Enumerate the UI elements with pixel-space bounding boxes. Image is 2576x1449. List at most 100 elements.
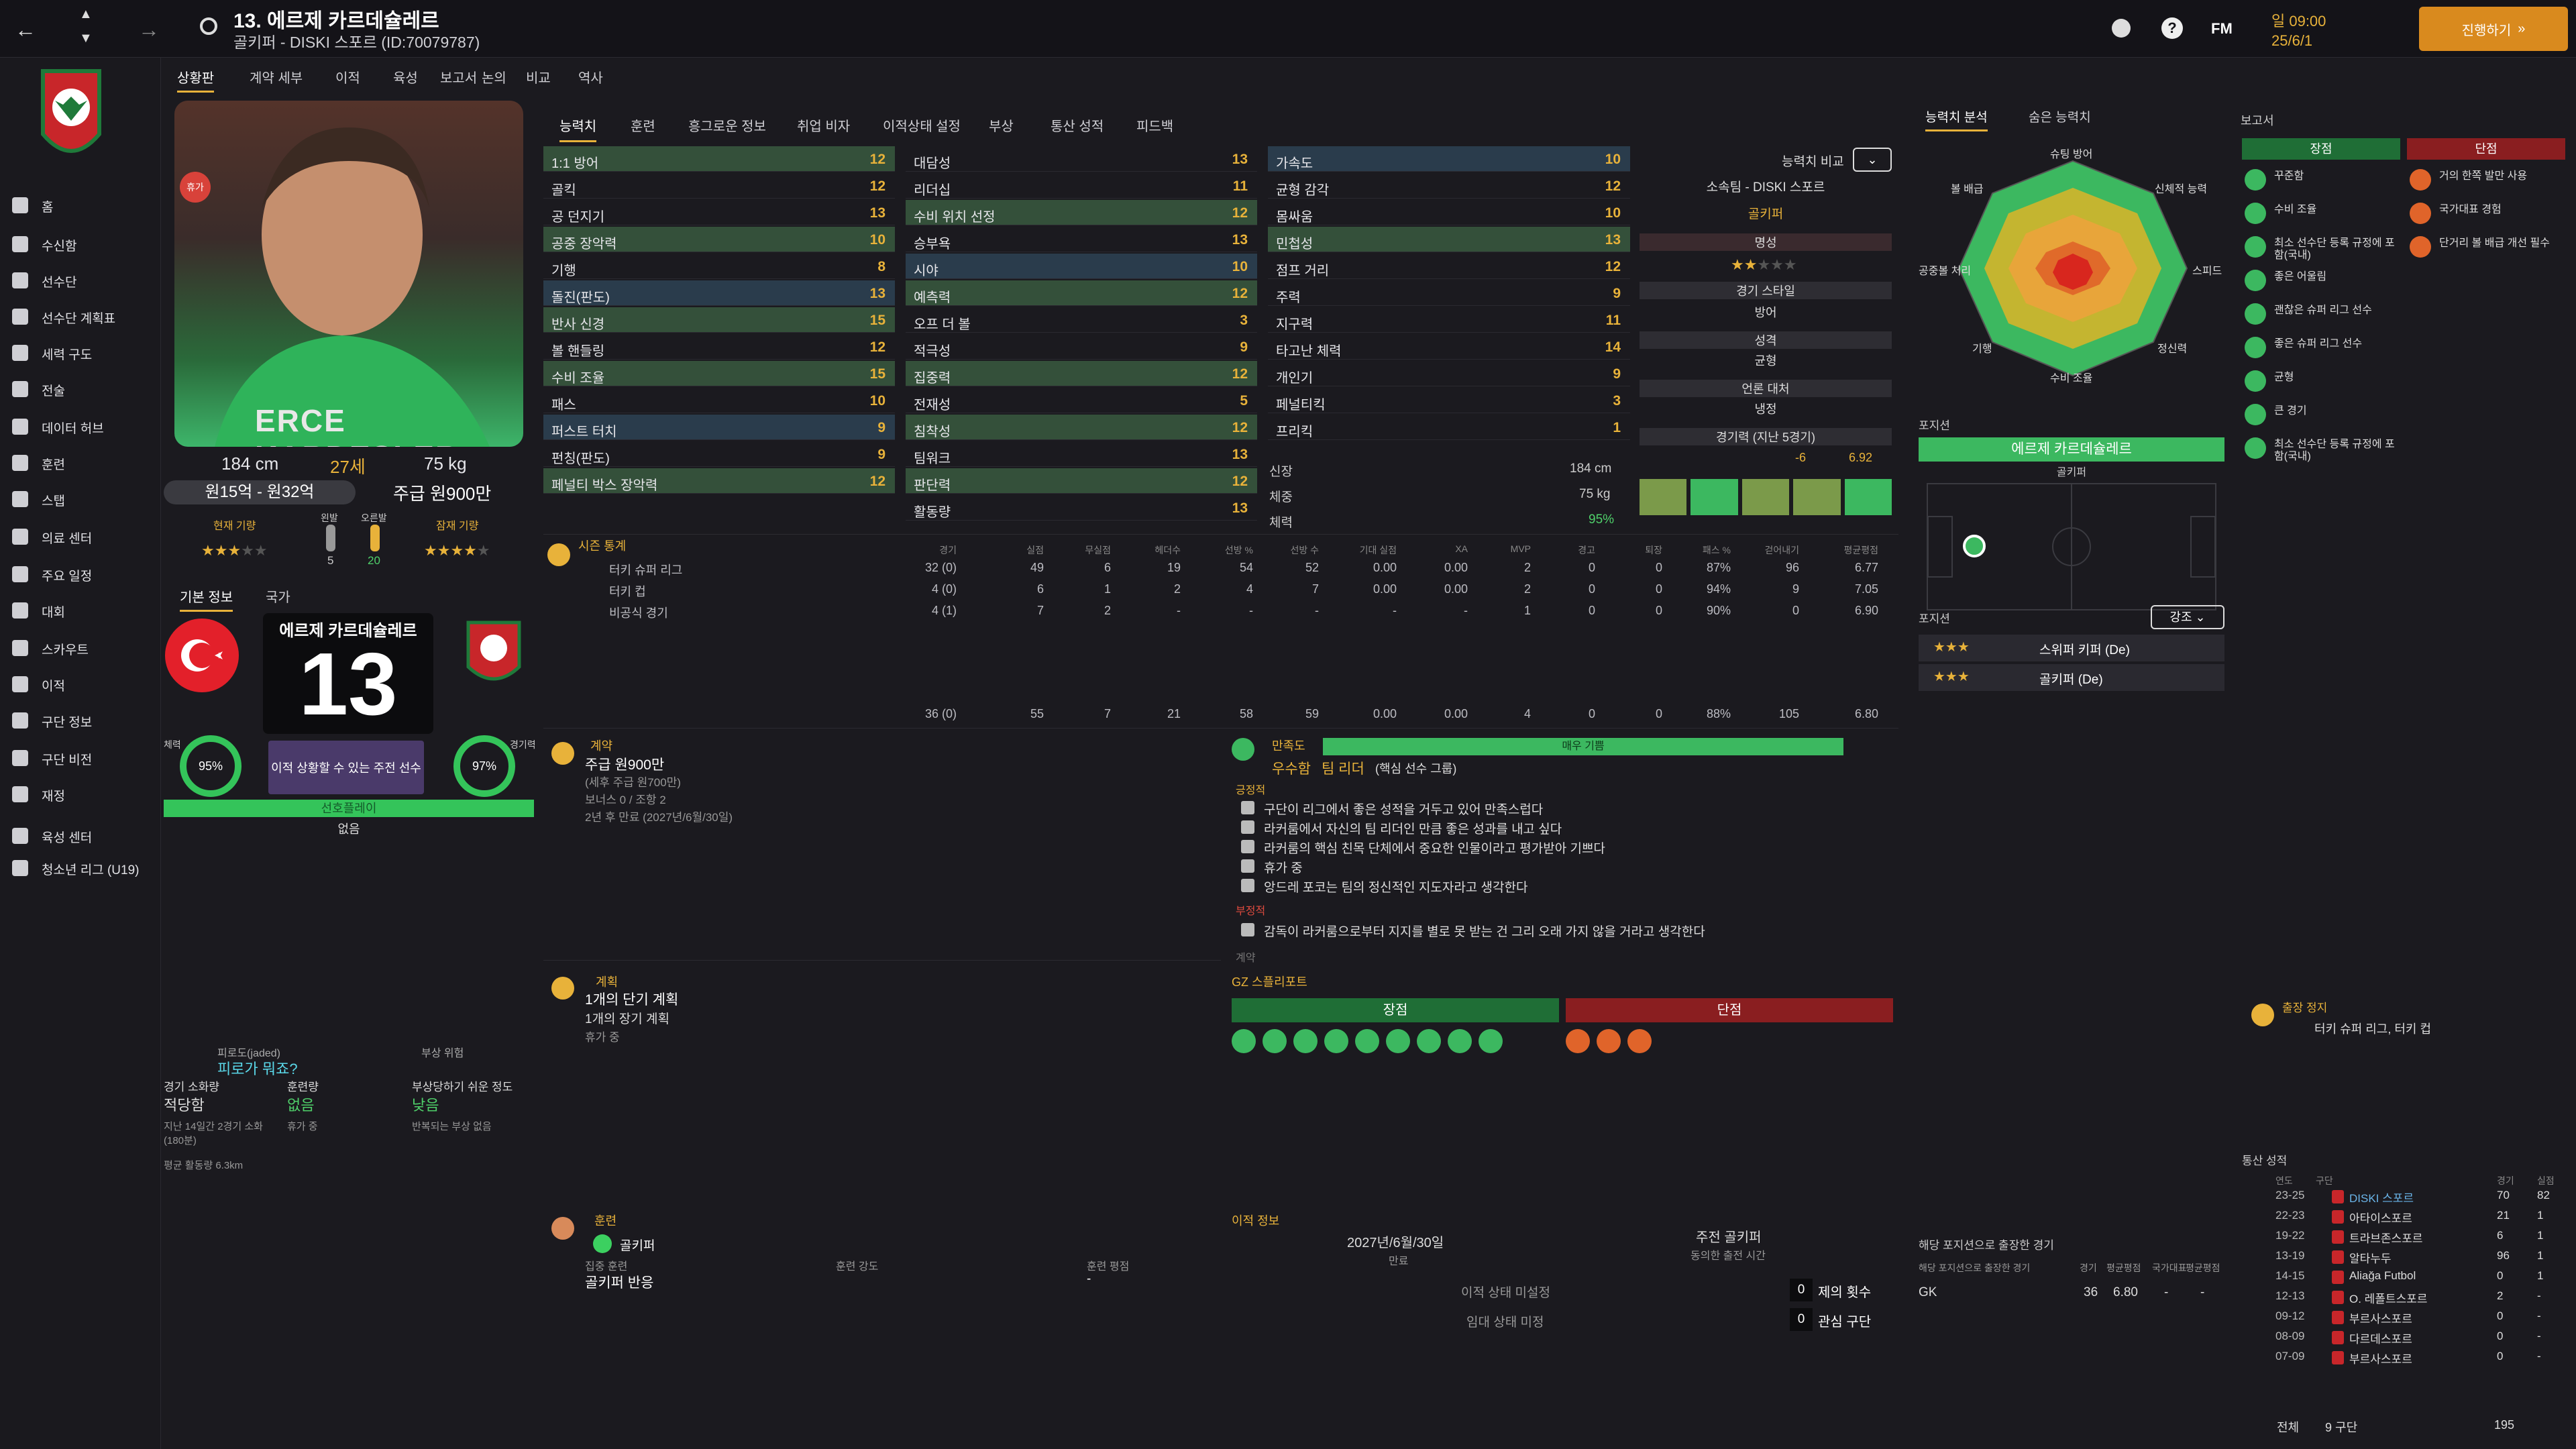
career-club[interactable]: 트라브존스포르 (2349, 1232, 2423, 1245)
report-pro-item[interactable]: 큰 경기 (2242, 400, 2403, 431)
subnav-item[interactable]: 계약 세부 (250, 71, 303, 86)
report-pro-item[interactable]: 최소 선수단 등록 규정에 포함(국내) (2242, 232, 2403, 263)
career-club[interactable]: 아타이스포르 (2349, 1212, 2412, 1225)
report-pro-item[interactable]: 좋은 어울림 (2242, 266, 2403, 297)
attribute-row[interactable]: 프리킥 1 (1268, 415, 1630, 440)
attribute-row[interactable]: 대담성 13 (906, 146, 1257, 172)
strength-trait-icon[interactable] (1479, 1029, 1503, 1053)
attribute-row[interactable]: 리더십 11 (906, 173, 1257, 199)
attribute-row[interactable]: 개인기 9 (1268, 361, 1630, 386)
main-tab[interactable]: 취업 비자 (797, 119, 851, 134)
attribute-row[interactable]: 민첩성 13 (1268, 227, 1630, 252)
career-club[interactable]: 부르사스포르 (2349, 1353, 2412, 1366)
career-club[interactable]: Aliağa Futbol (2349, 1269, 2416, 1282)
attribute-row[interactable]: 골킥 12 (543, 173, 895, 199)
report-pro-item[interactable]: 최소 선수단 등록 규정에 포함(국내) (2242, 433, 2403, 464)
contract-title[interactable]: 계약 (590, 739, 613, 753)
report-pro-item[interactable]: 균형 (2242, 366, 2403, 397)
sidebar-item-tactics[interactable]: 전술 (0, 373, 161, 404)
attribute-row[interactable]: 공중 장악력 10 (543, 227, 895, 252)
role-row[interactable]: ★★★ 골키퍼 (De) (1919, 664, 2224, 691)
sidebar-item-competitions[interactable]: 대회 (0, 594, 161, 625)
attribute-row[interactable]: 팀워크 13 (906, 441, 1257, 467)
tab-hidden-attributes[interactable]: 숨은 능력치 (2029, 111, 2091, 125)
attribute-row[interactable]: 페널티킥 3 (1268, 388, 1630, 413)
sidebar-item-data-hub[interactable]: 데이터 허브 (0, 411, 161, 441)
subnav-item[interactable]: 논의 (482, 71, 506, 86)
main-tab[interactable]: 피드백 (1136, 119, 1174, 134)
attribute-row[interactable]: 전재성 5 (906, 388, 1257, 413)
report-pro-item[interactable]: 괜찮은 슈퍼 리그 선수 (2242, 299, 2403, 330)
sidebar-item-staff[interactable]: 스탭 (0, 483, 161, 514)
training-title[interactable]: 훈련 (594, 1214, 617, 1228)
help-icon[interactable]: ? (2161, 17, 2183, 39)
transfer-title[interactable]: 이적 정보 (1232, 1214, 1280, 1228)
attribute-row[interactable]: 수비 위치 선정 12 (906, 200, 1257, 225)
main-tab[interactable]: 이적상태 설정 (883, 119, 961, 134)
main-tab[interactable]: 흥그로운 정보 (688, 119, 766, 134)
attribute-row[interactable]: 오프 더 볼 3 (906, 307, 1257, 333)
subnav-item[interactable]: 상황판 (177, 67, 215, 93)
main-tab[interactable]: 훈련 (631, 119, 655, 134)
tab-nation[interactable]: 국가 (266, 590, 290, 605)
sidebar-item-schedule[interactable]: 주요 일정 (0, 558, 161, 589)
strength-trait-icon[interactable] (1232, 1029, 1256, 1053)
attribute-row[interactable]: 승부욕 13 (906, 227, 1257, 252)
attribute-row[interactable]: 집중력 12 (906, 361, 1257, 386)
report-con-item[interactable]: 국가대표 경험 (2407, 199, 2568, 229)
subnav-item[interactable]: 비교 (526, 71, 551, 86)
attribute-row[interactable]: 예측력 12 (906, 280, 1257, 306)
sidebar-item-finances[interactable]: 재정 (0, 778, 161, 809)
career-club[interactable]: DISKI 스포르 (2349, 1192, 2414, 1205)
attribute-row[interactable]: 균형 감각 12 (1268, 173, 1630, 199)
sidebar-item-dynamics[interactable]: 세력 구도 (0, 337, 161, 368)
subnav-item[interactable]: 역사 (578, 71, 603, 86)
sidebar-item-transfers[interactable]: 이적 (0, 668, 161, 699)
career-club[interactable]: 알타누두 (2349, 1252, 2392, 1265)
season-comp-name[interactable]: 비공식 경기 (609, 606, 668, 620)
attribute-row[interactable]: 침착성 12 (906, 415, 1257, 440)
sidebar-item-development[interactable]: 육성 센터 (0, 820, 161, 851)
attribute-row[interactable]: 타고난 체력 14 (1268, 334, 1630, 360)
sidebar-item-youth-league[interactable]: 청소년 리그 (U19) (0, 852, 161, 883)
season-stats-title[interactable]: 시즌 통계 (578, 539, 627, 553)
strength-trait-icon[interactable] (1263, 1029, 1287, 1053)
sidebar-item-scouting[interactable]: 스카우트 (0, 632, 161, 663)
strength-trait-icon[interactable] (1417, 1029, 1441, 1053)
strength-trait-icon[interactable] (1448, 1029, 1472, 1053)
subnav-item[interactable]: 이적 (335, 71, 360, 86)
attribute-row[interactable]: 퍼스트 터치 9 (543, 415, 895, 440)
attribute-row[interactable]: 적극성 9 (906, 334, 1257, 360)
attribute-row[interactable]: 볼 핸들링 12 (543, 334, 895, 360)
up-arrow-icon[interactable]: ▲ (79, 7, 93, 21)
happiness-title[interactable]: 만족도 (1272, 739, 1305, 753)
attribute-row[interactable]: 점프 거리 12 (1268, 254, 1630, 279)
career-club[interactable]: O. 레폴트스포르 (2349, 1293, 2428, 1305)
weakness-trait-icon[interactable] (1597, 1029, 1621, 1053)
attribute-row[interactable]: 패스 10 (543, 388, 895, 413)
attribute-row[interactable]: 반사 신경 15 (543, 307, 895, 333)
sidebar-item-home[interactable]: 홈 (0, 189, 161, 220)
plans-title[interactable]: 계획 (596, 975, 619, 989)
attribute-row[interactable]: 수비 조율 15 (543, 361, 895, 386)
attribute-row[interactable]: 활동량 13 (906, 495, 1257, 521)
attribute-row[interactable]: 주력 9 (1268, 280, 1630, 306)
strength-trait-icon[interactable] (1355, 1029, 1379, 1053)
search-icon[interactable] (200, 17, 217, 35)
attribute-row[interactable]: 돌진(판도) 13 (543, 280, 895, 306)
main-tab[interactable]: 능력치 (559, 115, 597, 142)
fm-logo[interactable]: FM (2211, 20, 2233, 37)
report-con-item[interactable]: 단거리 볼 배급 개선 필수 (2407, 232, 2568, 263)
main-tab[interactable]: 통산 성적 (1051, 119, 1104, 134)
attribute-row[interactable]: 가속도 10 (1268, 146, 1630, 172)
globe-icon[interactable] (2112, 19, 2131, 38)
down-arrow-icon[interactable]: ▼ (79, 31, 93, 46)
report-pro-item[interactable]: 좋은 슈퍼 리그 선수 (2242, 333, 2403, 364)
sidebar-item-medical[interactable]: 의료 센터 (0, 521, 161, 551)
season-comp-name[interactable]: 터키 컵 (609, 585, 646, 598)
attribute-row[interactable]: 펀칭(판도) 9 (543, 441, 895, 467)
attribute-row[interactable]: 판단력 12 (906, 468, 1257, 494)
report-pro-item[interactable]: 수비 조율 (2242, 199, 2403, 229)
attribute-row[interactable]: 1:1 방어 12 (543, 146, 895, 172)
season-comp-name[interactable]: 터키 슈퍼 리그 (609, 564, 683, 577)
